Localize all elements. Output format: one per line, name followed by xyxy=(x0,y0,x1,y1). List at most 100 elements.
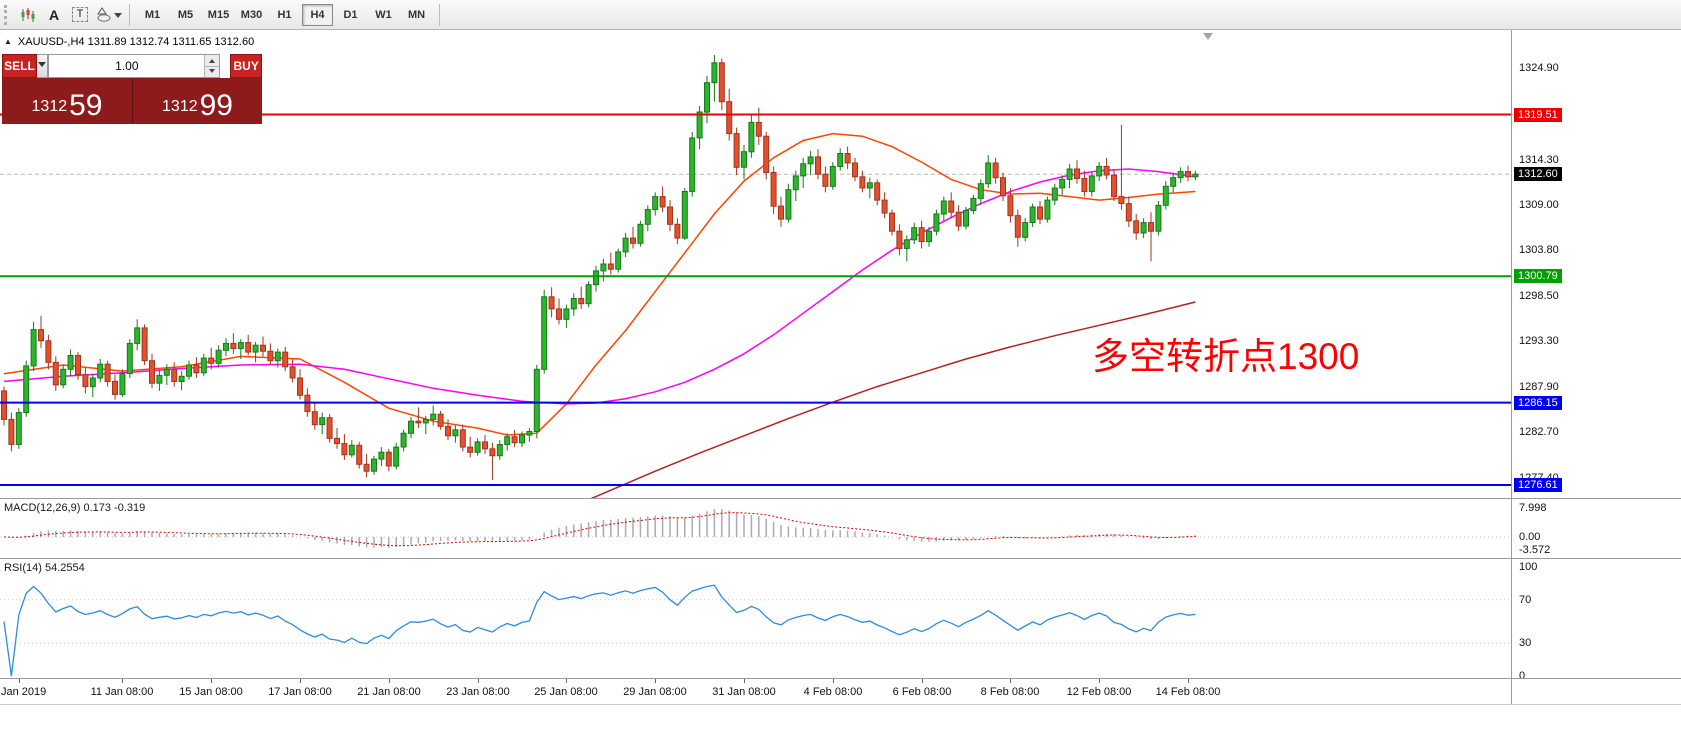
ma-slow-darkred[interactable] xyxy=(566,301,1196,498)
price-tick-label: 1314.30 xyxy=(1519,154,1559,166)
shapes-tool-icon[interactable] xyxy=(94,4,122,26)
time-axis[interactable]: 9 Jan 2019 11 Jan 08:00 15 Jan 08:00 17 Jan… xyxy=(0,679,1511,704)
candle-body xyxy=(89,377,96,388)
time-tick xyxy=(211,679,212,683)
timeframe-button-m1[interactable]: M1 xyxy=(144,8,161,21)
timeframe-button-m15[interactable]: M15 xyxy=(207,8,230,21)
one-click-collapse-toggle[interactable]: ▲ xyxy=(4,37,12,46)
candle-body xyxy=(260,344,266,352)
candle-body xyxy=(985,162,992,185)
candle-body xyxy=(237,342,244,350)
price-tick-label: 1287.90 xyxy=(1519,381,1559,393)
candle-body xyxy=(607,263,614,270)
panel-separator[interactable] xyxy=(0,498,1681,499)
time-label: 12 Feb 08:00 xyxy=(1066,686,1132,698)
candle-body xyxy=(911,227,918,241)
candle-body xyxy=(149,360,155,384)
volume-increase-button[interactable] xyxy=(205,55,220,66)
candle-body xyxy=(311,411,318,426)
text-box-tool-icon[interactable]: T xyxy=(68,4,92,26)
time-tick xyxy=(1188,679,1189,683)
rsi-canvas[interactable] xyxy=(0,559,1511,678)
volume-dropdown-button[interactable] xyxy=(36,54,49,78)
candle-body xyxy=(126,342,133,375)
macd-canvas[interactable] xyxy=(0,499,1511,558)
buy-price-quote[interactable]: 1312 99 xyxy=(132,78,262,124)
price-badge-1319.51: 1319.51 xyxy=(1514,108,1562,122)
candle-body xyxy=(252,344,259,353)
volume-input[interactable] xyxy=(49,55,205,77)
candle-body xyxy=(171,368,178,382)
spinner-down-icon xyxy=(209,69,216,76)
rsi-tick-label: 70 xyxy=(1519,594,1532,606)
candle-body xyxy=(763,135,770,173)
candle-body xyxy=(474,441,481,453)
candle-body xyxy=(45,340,52,363)
buy-button[interactable]: BUY xyxy=(230,54,262,78)
candle-body xyxy=(356,444,363,465)
rsi-indicator-panel[interactable]: RSI(14) 54.2554 xyxy=(0,559,1511,678)
timeframe-button-mn[interactable]: MN xyxy=(407,8,426,21)
candle-body xyxy=(1133,220,1140,234)
chart-text-annotation[interactable]: 多空转折点1300 xyxy=(1092,336,1360,377)
timeframe-button-m5[interactable]: M5 xyxy=(177,8,194,21)
candle-body xyxy=(933,213,940,232)
candle-body xyxy=(1185,171,1191,178)
candle-body xyxy=(178,375,185,382)
macd-tick-label: -3.572 xyxy=(1519,544,1551,556)
candle-body xyxy=(977,183,984,199)
ma-medium-orangered[interactable] xyxy=(3,132,1196,436)
time-label: 8 Feb 08:00 xyxy=(980,686,1040,698)
caret-down-icon xyxy=(114,12,122,22)
candle-body xyxy=(97,363,104,379)
candle-body xyxy=(600,263,607,272)
candle-body xyxy=(955,211,962,227)
main-chart-area[interactable]: ▲ XAUUSD-,H4 1311.89 1312.74 1311.65 131… xyxy=(0,30,1511,498)
candle-body xyxy=(778,205,784,220)
timeframe-button-h1[interactable]: H1 xyxy=(277,8,292,21)
candle-body xyxy=(289,366,296,379)
candle-body xyxy=(726,101,733,135)
candle-body xyxy=(792,175,799,191)
candle-body xyxy=(371,458,377,472)
chart-shift-marker[interactable] xyxy=(1203,33,1213,40)
price-axis[interactable]: 1324.90 1314.30 1309.00 1303.80 1298.50 1293.… xyxy=(1511,30,1680,704)
candle-body xyxy=(75,355,81,375)
sell-button[interactable]: SELL xyxy=(2,54,37,78)
candle-body xyxy=(741,151,747,168)
candle-body xyxy=(408,420,414,434)
candle-body xyxy=(881,199,888,214)
volume-decrease-button[interactable] xyxy=(205,65,220,77)
candle-body xyxy=(1111,174,1117,198)
time-tick xyxy=(300,679,301,683)
text-label-tool-icon[interactable]: A xyxy=(42,4,66,26)
candle-body xyxy=(186,364,192,377)
ma-fast-magenta[interactable] xyxy=(3,168,1196,405)
panel-separator xyxy=(0,678,1681,679)
candlestick-chart-canvas[interactable] xyxy=(0,30,1511,498)
caret-down-icon xyxy=(38,61,47,71)
candle-body xyxy=(615,251,622,270)
time-label: 14 Feb 08:00 xyxy=(1155,686,1221,698)
candle-body xyxy=(134,327,141,344)
time-tick xyxy=(122,679,123,683)
timeframe-button-w1[interactable]: W1 xyxy=(375,8,392,21)
chart-objects-icon[interactable] xyxy=(16,4,40,26)
candle-body xyxy=(815,156,821,175)
candle-body xyxy=(1,390,7,420)
price-badge-1312.60: 1312.60 xyxy=(1514,167,1562,181)
panel-separator[interactable] xyxy=(0,558,1681,559)
price-tick-label: 1303.80 xyxy=(1519,244,1559,256)
candle-body xyxy=(23,365,30,413)
sell-price-quote[interactable]: 1312 59 xyxy=(2,78,132,124)
symbol-ohlc-info: ▲ XAUUSD-,H4 1311.89 1312.74 1311.65 131… xyxy=(4,36,254,48)
macd-indicator-panel[interactable]: MACD(12,26,9) 0.173 -0.319 xyxy=(0,499,1511,558)
candle-body xyxy=(1037,206,1043,220)
candle-body xyxy=(844,153,851,164)
candle-body xyxy=(445,425,451,437)
timeframe-button-h4[interactable]: H4 xyxy=(302,3,333,26)
timeframe-button-m30[interactable]: M30 xyxy=(240,8,263,21)
toolbar-grip[interactable] xyxy=(4,4,11,25)
timeframe-button-d1[interactable]: D1 xyxy=(343,8,358,21)
